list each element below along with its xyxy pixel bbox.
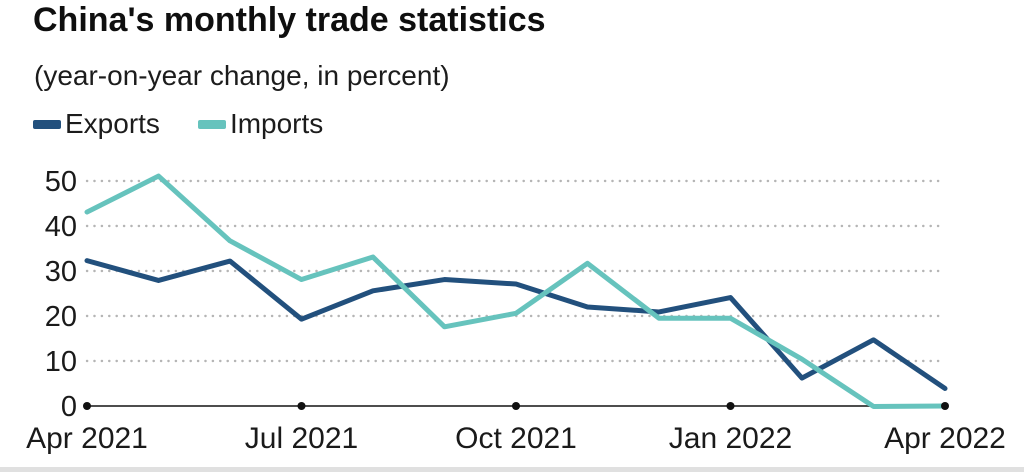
legend-item-imports: Imports bbox=[197, 108, 324, 140]
series-line-imports bbox=[84, 173, 948, 409]
chart-subtitle: (year-on-year change, in percent) bbox=[34, 60, 450, 91]
imports-series-swatch bbox=[197, 119, 226, 129]
x-axis-tick-label: Jan 2022 bbox=[669, 422, 792, 455]
x-axis-tick-dot bbox=[512, 402, 520, 410]
exports-series-swatch bbox=[33, 119, 61, 129]
x-axis-tick-label: Jul 2021 bbox=[245, 422, 358, 455]
y-axis-tick-label: 20 bbox=[45, 301, 77, 333]
x-axis-tick-label: Apr 2022 bbox=[884, 422, 1006, 455]
x-axis-tick-label: Apr 2021 bbox=[26, 422, 148, 455]
y-axis-tick-label: 0 bbox=[61, 391, 77, 423]
legend-item-exports: Exports bbox=[33, 108, 160, 140]
x-axis-tick-dot bbox=[941, 402, 949, 410]
y-axis-tick-label: 50 bbox=[45, 166, 77, 198]
exports-series-label: Exports bbox=[65, 108, 160, 139]
y-axis-tick-label: 40 bbox=[45, 211, 77, 243]
x-axis-tick-label: Oct 2021 bbox=[455, 422, 577, 455]
chart-title: China's monthly trade statistics bbox=[33, 1, 546, 39]
y-axis-tick-label: 30 bbox=[45, 256, 77, 288]
series-line-exports bbox=[84, 258, 948, 391]
imports-series-label: Imports bbox=[229, 108, 324, 139]
x-axis-tick-dot bbox=[83, 402, 91, 410]
x-axis-tick-dot bbox=[297, 402, 306, 410]
x-axis-tick-dot bbox=[726, 402, 735, 410]
y-axis-tick-label: 10 bbox=[45, 346, 77, 378]
chart-legend: Exports Imports bbox=[33, 108, 323, 140]
bottom-divider bbox=[0, 467, 1024, 472]
